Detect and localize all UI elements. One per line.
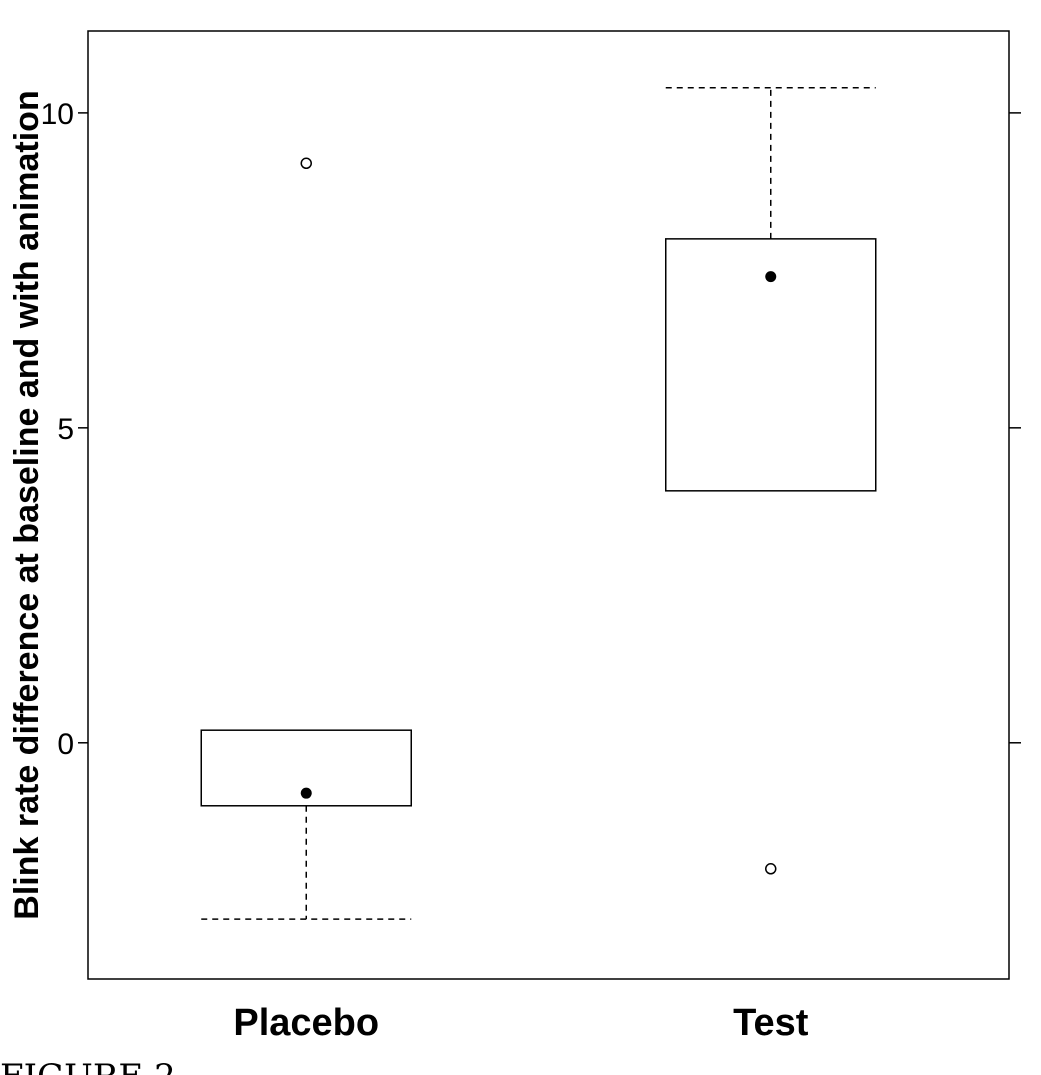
- box-groups: [200, 86, 877, 920]
- y-tick-label: 0: [57, 728, 74, 761]
- y-axis-label: Blink rate difference at baseline and wi…: [8, 90, 46, 919]
- y-axis-ticks: 0 5 10: [41, 98, 1021, 761]
- x-axis-labels: Placebo Test: [233, 1002, 808, 1044]
- outlier-point: [300, 157, 312, 170]
- plot-frame: [87, 30, 1010, 980]
- x-category-label: Placebo: [233, 1002, 379, 1044]
- y-tick-label: 10: [41, 98, 74, 131]
- box-placebo: [200, 157, 412, 920]
- x-category-label: Test: [733, 1002, 809, 1044]
- y-tick-label: 5: [57, 413, 74, 446]
- figure-caption: FIGURE 2: [0, 1057, 176, 1075]
- median-point: [300, 787, 312, 799]
- median-point: [765, 271, 777, 283]
- box-test: [665, 86, 877, 875]
- outlier-point: [765, 863, 777, 875]
